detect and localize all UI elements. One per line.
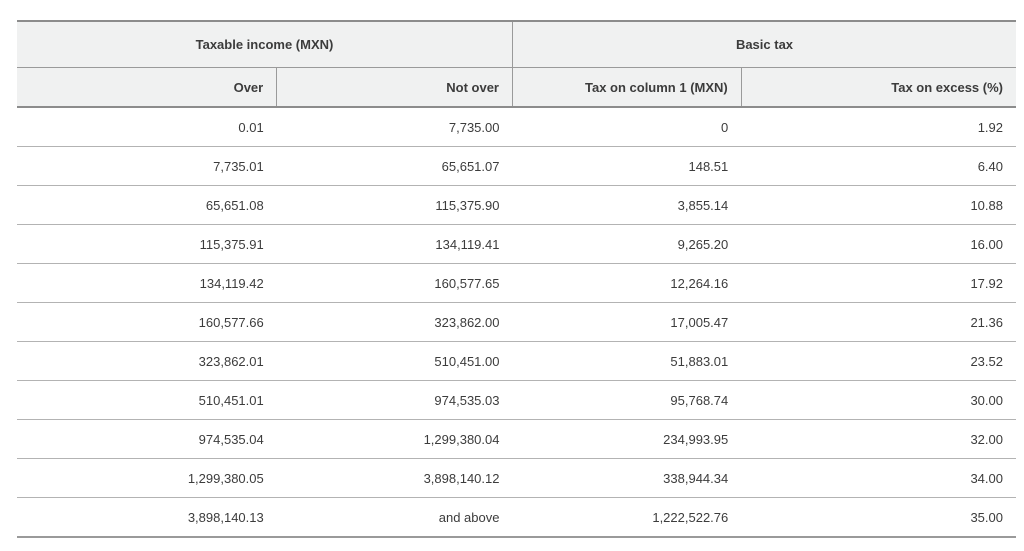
tax-table-container: Taxable income (MXN) Basic tax Over Not … [17, 20, 1016, 538]
table-cell-not-over: and above [276, 497, 513, 537]
table-cell-not-over: 115,375.90 [276, 185, 513, 225]
group-header-basic-tax: Basic tax [511, 21, 1016, 68]
table-cell-over: 974,535.04 [17, 419, 277, 459]
table-cell-not-over: 65,651.07 [276, 146, 513, 186]
table-cell-over: 323,862.01 [17, 341, 277, 381]
table-cell-tax: 338,944.34 [512, 458, 742, 498]
table-column-header-row: Over Not over Tax on column 1 (MXN) Tax … [17, 67, 1016, 108]
table-cell-rate: 17.92 [741, 263, 1016, 303]
table-cell-tax: 1,222,522.76 [512, 497, 742, 537]
column-header-over: Over [17, 67, 277, 108]
table-cell-over: 65,651.08 [17, 185, 277, 225]
table-cell-rate: 21.36 [741, 302, 1016, 342]
table-cell-not-over: 134,119.41 [276, 224, 513, 264]
table-cell-tax: 148.51 [512, 146, 742, 186]
table-cell-rate: 10.88 [741, 185, 1016, 225]
table-cell-rate: 6.40 [741, 146, 1016, 186]
table-row: 974,535.04 1,299,380.04 234,993.95 32.00 [17, 419, 1016, 459]
table-cell-over: 3,898,140.13 [17, 497, 277, 537]
table-cell-tax: 95,768.74 [512, 380, 742, 420]
table-cell-over: 7,735.01 [17, 146, 277, 186]
table-row: 510,451.01 974,535.03 95,768.74 30.00 [17, 380, 1016, 420]
table-row: 0.01 7,735.00 0 1.92 [17, 107, 1016, 147]
table-cell-not-over: 1,299,380.04 [276, 419, 513, 459]
table-cell-over: 0.01 [17, 107, 277, 147]
table-cell-rate: 35.00 [741, 497, 1016, 537]
table-cell-rate: 16.00 [741, 224, 1016, 264]
table-cell-tax: 234,993.95 [512, 419, 742, 459]
table-row: 115,375.91 134,119.41 9,265.20 16.00 [17, 224, 1016, 264]
table-cell-rate: 1.92 [741, 107, 1016, 147]
table-cell-over: 1,299,380.05 [17, 458, 277, 498]
table-cell-rate: 23.52 [741, 341, 1016, 381]
table-cell-rate: 30.00 [741, 380, 1016, 420]
table-row: 1,299,380.05 3,898,140.12 338,944.34 34.… [17, 458, 1016, 498]
column-header-not-over: Not over [276, 67, 513, 108]
table-cell-tax: 9,265.20 [512, 224, 742, 264]
table-cell-rate: 32.00 [741, 419, 1016, 459]
table-cell-not-over: 323,862.00 [276, 302, 513, 342]
table-cell-not-over: 3,898,140.12 [276, 458, 513, 498]
table-row: 134,119.42 160,577.65 12,264.16 17.92 [17, 263, 1016, 303]
table-cell-tax: 12,264.16 [512, 263, 742, 303]
tax-brackets-table: Taxable income (MXN) Basic tax Over Not … [17, 20, 1016, 538]
table-row: 160,577.66 323,862.00 17,005.47 21.36 [17, 302, 1016, 342]
table-group-header-row: Taxable income (MXN) Basic tax [17, 21, 1016, 68]
table-cell-rate: 34.00 [741, 458, 1016, 498]
column-header-tax-on-excess: Tax on excess (%) [740, 67, 1016, 108]
table-cell-not-over: 510,451.00 [276, 341, 513, 381]
table-row: 3,898,140.13 and above 1,222,522.76 35.0… [17, 497, 1016, 537]
table-row: 7,735.01 65,651.07 148.51 6.40 [17, 146, 1016, 186]
table-cell-over: 160,577.66 [17, 302, 277, 342]
table-cell-not-over: 160,577.65 [276, 263, 513, 303]
table-cell-over: 510,451.01 [17, 380, 277, 420]
table-row: 65,651.08 115,375.90 3,855.14 10.88 [17, 185, 1016, 225]
table-cell-tax: 17,005.47 [512, 302, 742, 342]
table-cell-over: 134,119.42 [17, 263, 277, 303]
table-cell-over: 115,375.91 [17, 224, 277, 264]
table-cell-tax: 51,883.01 [512, 341, 742, 381]
table-cell-not-over: 7,735.00 [276, 107, 513, 147]
column-header-tax-on-column-1: Tax on column 1 (MXN) [511, 67, 742, 108]
table-cell-not-over: 974,535.03 [276, 380, 513, 420]
group-header-taxable-income: Taxable income (MXN) [17, 21, 513, 68]
table-cell-tax: 3,855.14 [512, 185, 742, 225]
table-row: 323,862.01 510,451.00 51,883.01 23.52 [17, 341, 1016, 381]
table-cell-tax: 0 [512, 107, 742, 147]
